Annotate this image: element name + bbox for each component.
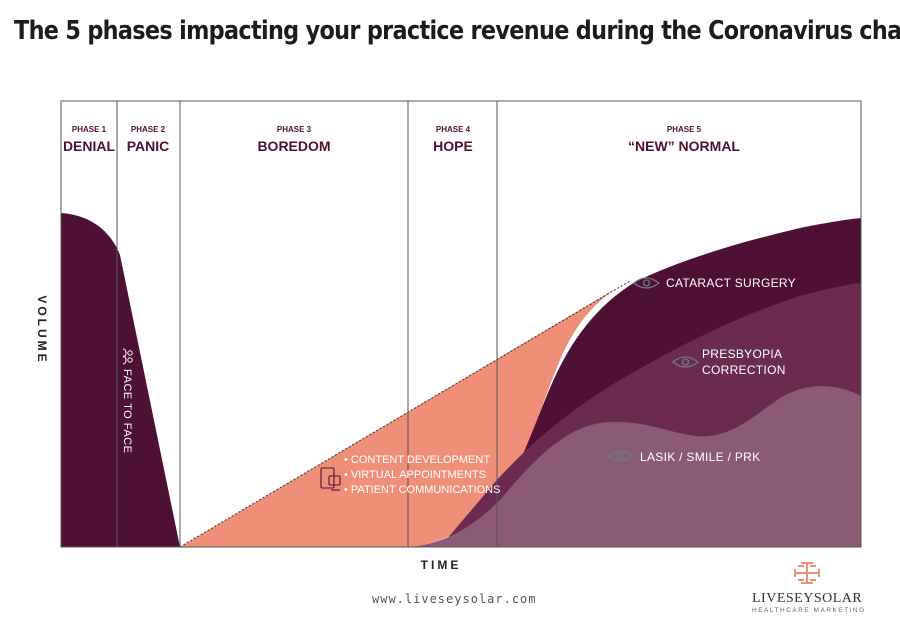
face-to-face-label: FACE TO FACE xyxy=(121,369,133,453)
logo-wordmark: LIVESEYSOLAR xyxy=(752,591,862,607)
footer-url[interactable]: www.liveseysolar.com xyxy=(372,592,537,606)
company-logo: LIVESEYSOLAR HEALTHCARE MARKETING xyxy=(752,560,866,614)
y-axis-label: VOLUME xyxy=(35,295,49,364)
lasik-label: LASIK / SMILE / PRK xyxy=(640,450,760,464)
logo-wordmark-part1: LIVESEY xyxy=(752,591,814,606)
phase-2-number: PHASE 2 xyxy=(131,125,166,134)
phase-5-name: “NEW” NORMAL xyxy=(628,138,740,154)
phase-4-name: HOPE xyxy=(433,138,473,154)
phase-1-number: PHASE 1 xyxy=(72,125,107,134)
x-axis-label: TIME xyxy=(421,558,462,572)
presbyopia-label-line2: CORRECTION xyxy=(702,363,786,377)
virtual-item-3: • PATIENT COMMUNICATIONS xyxy=(344,484,500,496)
eye-icon xyxy=(632,277,661,289)
phase-3-number: PHASE 3 xyxy=(277,125,312,134)
cataract-label: CATARACT SURGERY xyxy=(666,276,796,290)
logo-mark-icon xyxy=(794,562,820,584)
phase-3-name: BOREDOM xyxy=(257,138,330,154)
phase-4-number: PHASE 4 xyxy=(436,125,471,134)
phase-2-name: PANIC xyxy=(127,138,170,154)
page-title: The 5 phases impacting your practice rev… xyxy=(14,16,900,46)
logo-tagline: HEALTHCARE MARKETING xyxy=(752,607,866,614)
lasik-area xyxy=(408,386,861,547)
eye-icon xyxy=(671,356,700,368)
trend-dashed-line xyxy=(179,280,631,548)
phase-1-name: DENIAL xyxy=(63,138,116,154)
virtual-item-2: • VIRTUAL APPOINTMENTS xyxy=(344,469,486,481)
denial-panic-area xyxy=(61,213,180,547)
device-icon xyxy=(320,467,341,491)
logo-wordmark-part2: SOLAR xyxy=(813,591,863,606)
presbyopia-label: PRESBYOPIA xyxy=(702,347,782,361)
people-icon xyxy=(122,348,133,365)
chart-frame xyxy=(60,100,862,548)
eye-icon xyxy=(606,450,635,462)
virtual-item-1: • CONTENT DEVELOPMENT xyxy=(344,454,490,466)
phase-5-number: PHASE 5 xyxy=(667,125,702,134)
